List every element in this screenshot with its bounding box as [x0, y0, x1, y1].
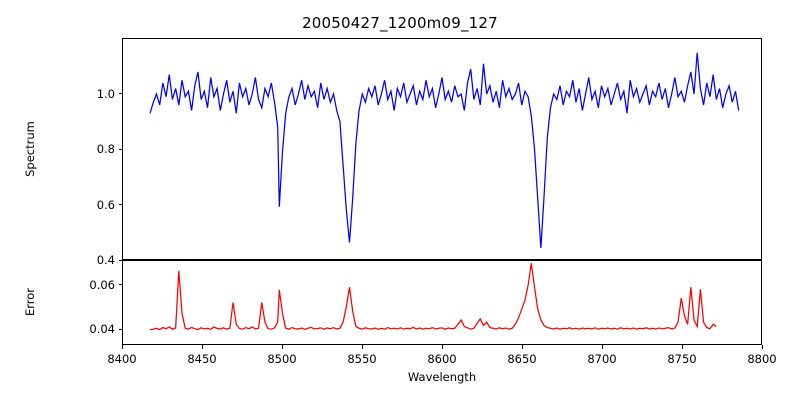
axis-tick	[121, 345, 123, 349]
axis-tick	[281, 345, 283, 349]
axis-tick	[601, 345, 603, 349]
error-plot-area	[122, 260, 762, 345]
axis-tick	[441, 345, 443, 349]
spectrum-series-line	[123, 39, 761, 259]
wavelength-xtick-label: 8800	[747, 352, 777, 366]
axis-tick	[201, 345, 203, 349]
axis-tick	[361, 345, 363, 349]
axis-tick	[118, 328, 122, 330]
axis-tick	[681, 345, 683, 349]
axis-tick	[521, 345, 523, 349]
axis-tick	[761, 345, 763, 349]
wavelength-xtick-label: 8700	[587, 352, 617, 366]
spectrum-ytick-label: 0.6	[96, 197, 115, 212]
spectrum-ytick-label: 0.4	[96, 253, 115, 267]
error-ytick-label: 0.06	[89, 277, 115, 292]
wavelength-axis-label: Wavelength	[407, 370, 477, 384]
wavelength-xtick-label: 8500	[267, 352, 297, 366]
spectrum-plot-area	[122, 38, 762, 260]
figure-title: 20050427_1200m09_127	[302, 14, 498, 32]
wavelength-xtick-label: 8550	[347, 352, 377, 366]
wavelength-xtick-label: 8750	[667, 352, 697, 366]
axis-tick	[118, 259, 122, 261]
spectrum-ytick-label: 1.0	[96, 86, 115, 101]
axis-tick	[118, 148, 122, 150]
wavelength-xtick-label: 8600	[427, 352, 457, 366]
wavelength-xtick-label: 8400	[107, 352, 137, 366]
error-axis-label: Error	[23, 287, 37, 317]
wavelength-xtick-label: 8450	[187, 352, 217, 366]
error-ytick-label: 0.04	[89, 322, 115, 337]
spectrum-axis-label: Spectrum	[23, 121, 37, 177]
axis-tick	[118, 93, 122, 95]
wavelength-xtick-label: 8650	[507, 352, 537, 366]
spectrum-ytick-label: 0.8	[96, 142, 115, 156]
error-series-line	[123, 261, 761, 344]
axis-tick	[118, 284, 122, 286]
axis-tick	[118, 204, 122, 206]
